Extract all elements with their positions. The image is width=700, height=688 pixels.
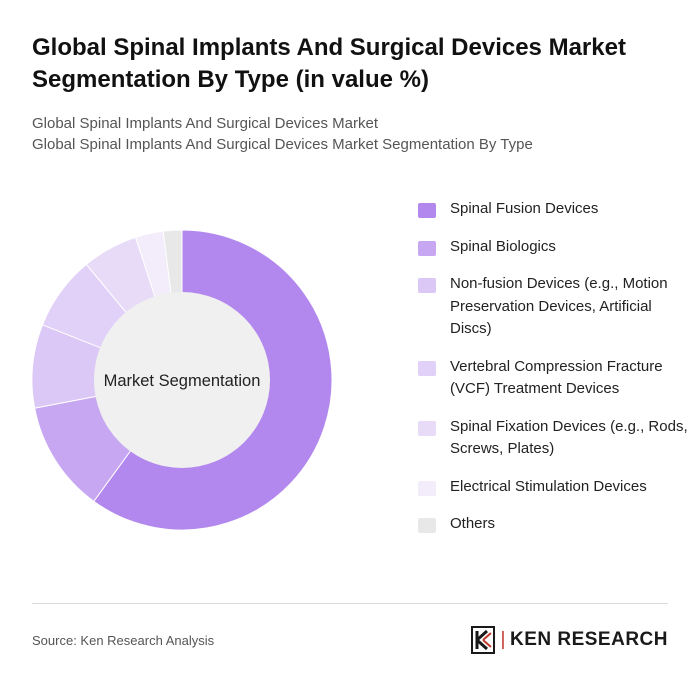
ken-research-logo-text: | KEN RESEARCH [501, 629, 668, 651]
ken-research-logo: | KEN RESEARCH [470, 626, 668, 654]
legend-label: Non-fusion Devices (e.g., Motion Preserv… [450, 275, 668, 337]
subtitle-block: Global Spinal Implants And Surgical Devi… [32, 113, 672, 155]
legend-item: Spinal Biologics [418, 236, 688, 259]
legend-item: Non-fusion Devices (e.g., Motion Preserv… [418, 273, 688, 341]
logo-separator: | [500, 629, 506, 650]
legend-swatch [418, 240, 436, 256]
legend-swatch [418, 203, 436, 218]
legend-swatch [418, 278, 436, 293]
logo-wordmark: KEN RESEARCH [509, 629, 668, 650]
legend-label: Spinal Fusion Devices [450, 200, 599, 217]
legend-label: Spinal Biologics [450, 237, 556, 255]
chart-legend: Spinal Fusion Devices Spinal Biologics Non… [418, 198, 688, 551]
legend-label: Electrical Stimulation Devices [450, 477, 647, 495]
footer-divider [32, 603, 668, 604]
donut-hole [94, 292, 270, 468]
legend-swatch [418, 420, 436, 436]
legend-item: Vertebral Compression Fracture (VCF) Tre… [418, 356, 688, 401]
subtitle-segmentation: Global Spinal Implants And Surgical Devi… [32, 136, 533, 153]
legend-item: Electrical Stimulation Devices [418, 476, 688, 499]
donut-svg: Market Segmentation [31, 229, 333, 531]
donut-chart: Market Segmentation [30, 228, 334, 532]
legend-item: Others [418, 513, 688, 536]
legend-label: Others [450, 515, 496, 532]
subtitle-market: Global Spinal Implants And Surgical Devi… [32, 115, 378, 132]
source-note: Source: Ken Research Analysis [32, 633, 215, 648]
chart-title: Global Spinal Implants And Surgical Devi… [32, 34, 626, 93]
legend-item: Spinal Fusion Devices [418, 198, 688, 221]
legend-swatch [418, 518, 436, 533]
legend-swatch [418, 480, 436, 496]
legend-label: Vertebral Compression Fracture (VCF) Tre… [450, 357, 663, 398]
legend-label: Spinal Fixation Devices (e.g., Rods, Scr… [450, 417, 688, 458]
center-label: Market Segmentation [104, 372, 261, 390]
legend-swatch [418, 360, 436, 376]
ken-research-logo-icon [470, 626, 495, 654]
legend-item: Spinal Fixation Devices (e.g., Rods, Scr… [418, 416, 688, 461]
